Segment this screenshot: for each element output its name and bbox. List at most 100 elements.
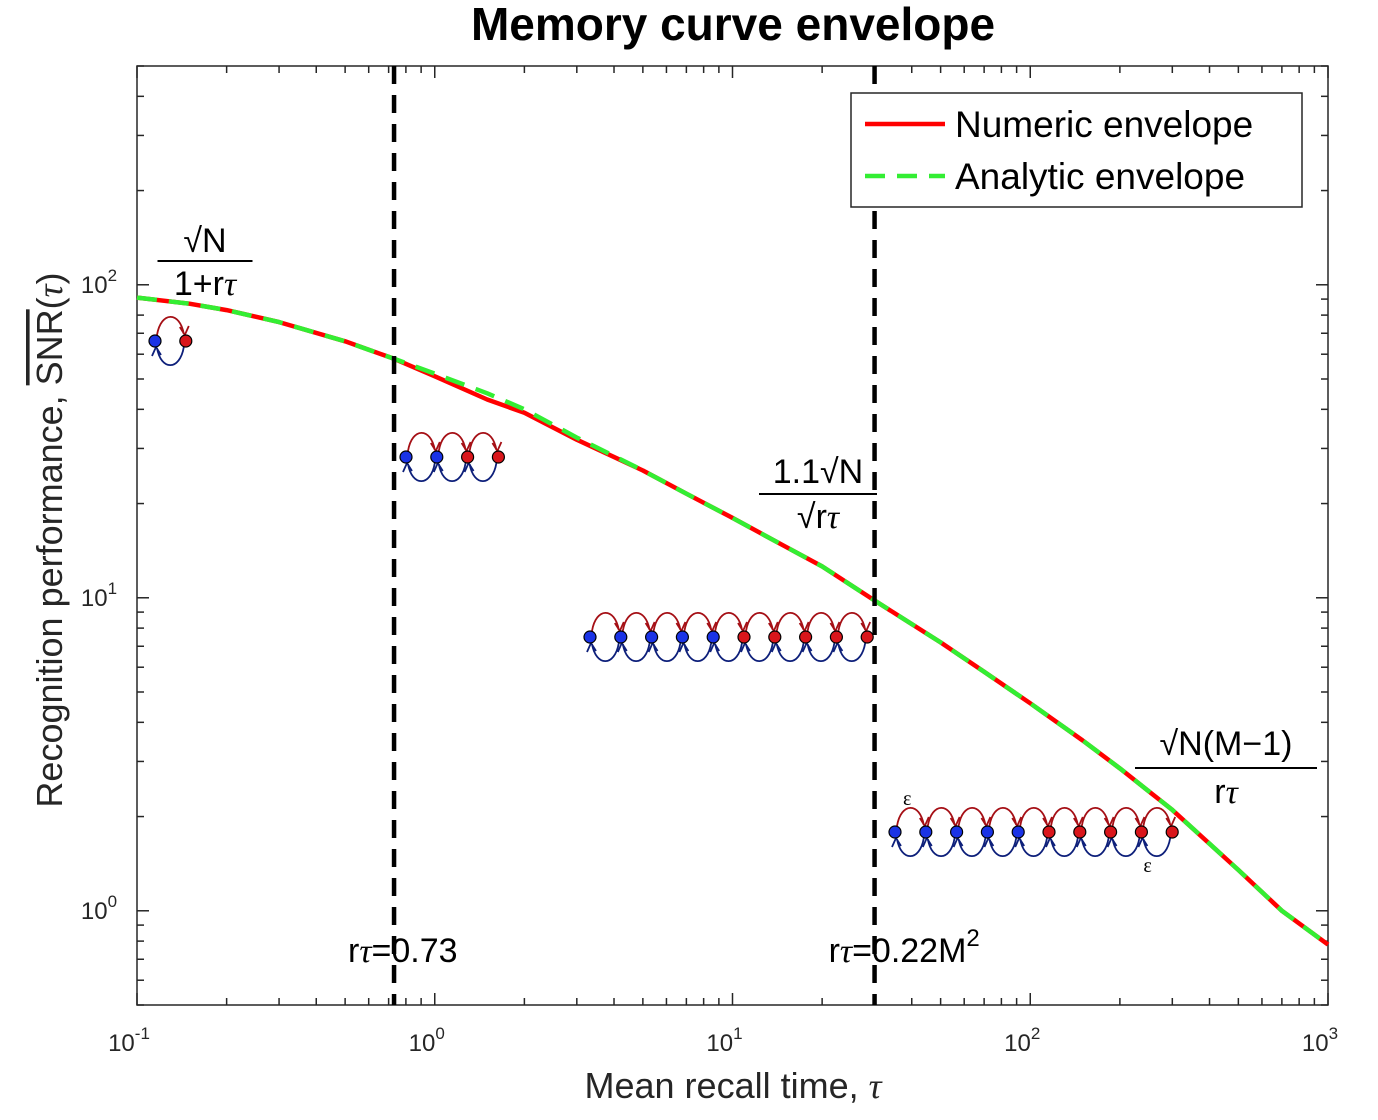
y-tick-label: 102 [81, 266, 117, 299]
axes: 10-1 100 101 102 103 100 101 102 [81, 65, 1338, 1057]
state-dot-minus [1134, 825, 1149, 839]
state-dot-plus [919, 825, 933, 839]
series-line-numeric [136, 295, 1330, 947]
legend: Numeric envelope Analytic envelope [850, 92, 1303, 208]
chain-diagram [148, 316, 193, 366]
series-group [136, 295, 1330, 947]
formulas: √N 1+rτ 1.1√N √rτ √N(M−1) rτ [157, 222, 1317, 811]
transition-arrow-up [407, 432, 436, 452]
y-tick-label: 101 [81, 579, 117, 612]
state-dot-minus [860, 630, 874, 644]
transition-arrow-up [926, 807, 956, 827]
x-tick-label: 103 [1302, 1024, 1338, 1057]
series-line-analytic [136, 295, 1330, 947]
x-tick-label: 101 [706, 1024, 742, 1057]
transition-arrow-up [1080, 807, 1110, 827]
transition-arrow-down [745, 642, 774, 662]
transition-arrow-up [957, 807, 987, 827]
transition-arrow-down [468, 462, 498, 482]
transition-arrow-down [714, 642, 743, 662]
chart-title: Memory curve envelope [471, 0, 995, 50]
transition-arrow-up [837, 612, 867, 632]
x-tick-label: 102 [1004, 1024, 1040, 1057]
state-dot-plus [614, 630, 628, 644]
transition-arrow-down [156, 346, 185, 366]
transition-arrow-down [437, 462, 467, 482]
transition-arrow-up [156, 316, 185, 336]
transition-arrow-up [806, 612, 836, 632]
epsilon-label: ε [1143, 855, 1151, 877]
transition-arrow-down [1019, 837, 1048, 857]
transition-arrow-down [775, 642, 805, 662]
legend-entry: Numeric envelope [955, 104, 1253, 145]
transition-arrow-up [775, 612, 805, 632]
transition-arrow-down [896, 837, 925, 857]
chain-diagram [583, 612, 874, 662]
transition-arrow-down [407, 462, 436, 482]
state-dot-plus [583, 630, 597, 644]
legend-entry: Analytic envelope [955, 156, 1245, 197]
transition-arrow-down [1050, 837, 1079, 857]
formula-denominator: √rτ [797, 498, 841, 536]
transition-arrow-down [683, 642, 713, 662]
formula-denominator: 1+rτ [174, 265, 238, 303]
state-dot-minus [737, 630, 751, 644]
transition-arrow-down [591, 642, 620, 662]
state-dot-minus [461, 450, 475, 464]
y-axis-label: Recognition performance, SNR(τ) [29, 272, 70, 807]
threshold-lines: rτ=0.73 rτ=0.22M2 [348, 66, 980, 1005]
state-dot-plus [980, 825, 995, 839]
transition-arrow-down [926, 837, 956, 857]
threshold-label: rτ=0.73 [348, 932, 458, 970]
state-dot-plus [706, 630, 720, 644]
transition-arrow-down [1080, 837, 1110, 857]
transition-arrow-up [683, 612, 713, 632]
state-dot-plus [1011, 825, 1025, 839]
formula-denominator: rτ [1214, 773, 1239, 811]
state-dot-minus [1165, 825, 1179, 839]
formula-numerator: 1.1√N [773, 453, 863, 491]
state-dot-minus [798, 630, 813, 644]
x-axis-label: Mean recall time, τ [585, 1065, 883, 1106]
formula-numerator: √N [183, 222, 226, 260]
state-dot-minus [829, 630, 844, 644]
transition-arrow-up [714, 612, 743, 632]
epsilon-label: ε [903, 788, 911, 810]
chain-diagram [399, 432, 505, 482]
transition-arrow-down [988, 837, 1018, 857]
state-dot-minus [1073, 825, 1087, 839]
transition-arrow-up [745, 612, 774, 632]
transition-arrow-up [896, 807, 925, 827]
transition-arrow-down [957, 837, 987, 857]
transition-arrow-up [988, 807, 1018, 827]
state-dot-plus [888, 825, 902, 839]
chain-diagram: εε [888, 788, 1179, 877]
state-dot-minus [491, 450, 505, 464]
transition-arrow-up [1111, 807, 1141, 827]
state-dot-minus [1103, 825, 1118, 839]
state-dot-minus [768, 630, 782, 644]
state-dot-plus [644, 630, 659, 644]
transition-arrow-up [1050, 807, 1079, 827]
transition-arrow-up [437, 432, 467, 452]
transition-arrow-up [1142, 807, 1172, 827]
x-tick-label: 10-1 [108, 1024, 150, 1057]
transition-arrow-down [652, 642, 682, 662]
transition-arrow-up [591, 612, 620, 632]
state-dot-minus [179, 334, 193, 348]
legend-box [850, 92, 1303, 208]
transition-arrow-up [621, 612, 651, 632]
state-dot-plus [148, 334, 162, 348]
threshold-label: rτ=0.22M2 [829, 925, 980, 970]
state-dot-minus [1042, 825, 1056, 839]
x-tick-label: 100 [409, 1024, 445, 1057]
state-dot-plus [675, 630, 690, 644]
state-dot-plus [430, 450, 444, 464]
transition-arrow-down [1142, 837, 1172, 857]
transition-arrow-up [468, 432, 498, 452]
chain-diagrams: εε [148, 316, 1179, 877]
transition-arrow-up [1019, 807, 1048, 827]
y-tick-label: 100 [81, 892, 117, 925]
transition-arrow-up [652, 612, 682, 632]
